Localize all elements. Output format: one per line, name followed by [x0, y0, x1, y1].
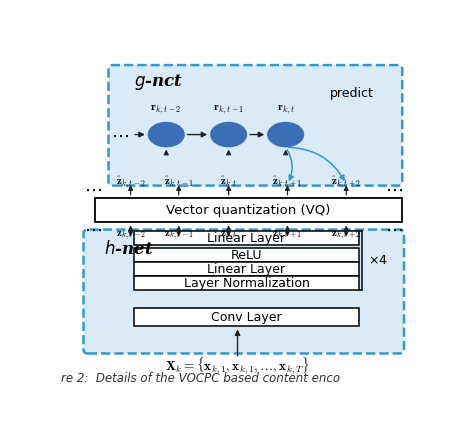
Text: re 2:  Details of the VOCPC based content enco: re 2: Details of the VOCPC based content…	[61, 371, 340, 385]
Ellipse shape	[210, 122, 246, 147]
Text: $\hat{\mathbf{z}}_{k,t}$: $\hat{\mathbf{z}}_{k,t}$	[219, 174, 237, 190]
Text: $\mathbf{z}_{k,t+1}$: $\mathbf{z}_{k,t+1}$	[272, 230, 302, 242]
Text: predict: predict	[329, 87, 373, 100]
Bar	[134, 262, 358, 276]
Ellipse shape	[147, 122, 185, 147]
Text: $\cdots$: $\cdots$	[385, 221, 403, 238]
Text: $\mathbf{z}_{k,t}$: $\mathbf{z}_{k,t}$	[219, 230, 237, 242]
Text: $\cdots$: $\cdots$	[385, 181, 403, 199]
Text: $\times 4$: $\times 4$	[368, 254, 387, 267]
Text: $\cdots$: $\cdots$	[111, 127, 129, 145]
Text: $g$-nct: $g$-nct	[134, 72, 183, 92]
Text: $\hat{\mathbf{z}}_{k,t+2}$: $\hat{\mathbf{z}}_{k,t+2}$	[330, 174, 360, 190]
Text: $\mathbf{r}_{k,t}$: $\mathbf{r}_{k,t}$	[276, 103, 294, 116]
Text: Layer Normalization: Layer Normalization	[183, 277, 309, 290]
Bar	[95, 198, 401, 222]
Bar	[134, 309, 358, 326]
Text: $\mathbf{z}_{k,t-1}$: $\mathbf{z}_{k,t-1}$	[163, 230, 193, 242]
Text: $\mathbf{X}_k = \{\mathbf{x}_{k,1}, \mathbf{x}_{k,1}, \ldots, \mathbf{x}_{k,T}\}: $\mathbf{X}_k = \{\mathbf{x}_{k,1}, \mat…	[165, 356, 309, 377]
Text: ReLU: ReLU	[230, 249, 262, 262]
Text: $\hat{\mathbf{z}}_{k,t-2}$: $\hat{\mathbf{z}}_{k,t-2}$	[115, 174, 145, 190]
Text: Linear Layer: Linear Layer	[207, 263, 285, 276]
Text: $\mathbf{r}_{k,t-2}$: $\mathbf{r}_{k,t-2}$	[150, 103, 182, 116]
FancyBboxPatch shape	[108, 65, 401, 186]
FancyBboxPatch shape	[84, 230, 403, 354]
Text: $\hat{\mathbf{z}}_{k,t+1}$: $\hat{\mathbf{z}}_{k,t+1}$	[272, 174, 302, 190]
Text: $\cdots$: $\cdots$	[84, 181, 102, 199]
Text: Conv Layer: Conv Layer	[211, 311, 281, 324]
Text: Vector quantization (VQ): Vector quantization (VQ)	[166, 204, 330, 217]
Text: Linear Layer: Linear Layer	[207, 232, 285, 245]
Text: $\mathbf{z}_{k,t+2}$: $\mathbf{z}_{k,t+2}$	[330, 230, 360, 242]
Text: $\mathbf{r}_{k,t-1}$: $\mathbf{r}_{k,t-1}$	[213, 103, 244, 116]
Ellipse shape	[267, 122, 303, 147]
Bar	[134, 276, 358, 290]
Text: $\cdots$: $\cdots$	[84, 221, 102, 238]
Text: $h$-net: $h$-net	[104, 240, 153, 258]
Bar	[134, 231, 358, 245]
Text: $\hat{\mathbf{z}}_{k,t-1}$: $\hat{\mathbf{z}}_{k,t-1}$	[163, 174, 193, 190]
Text: $\mathbf{z}_{k,t-2}$: $\mathbf{z}_{k,t-2}$	[115, 230, 145, 242]
Bar	[134, 248, 358, 262]
